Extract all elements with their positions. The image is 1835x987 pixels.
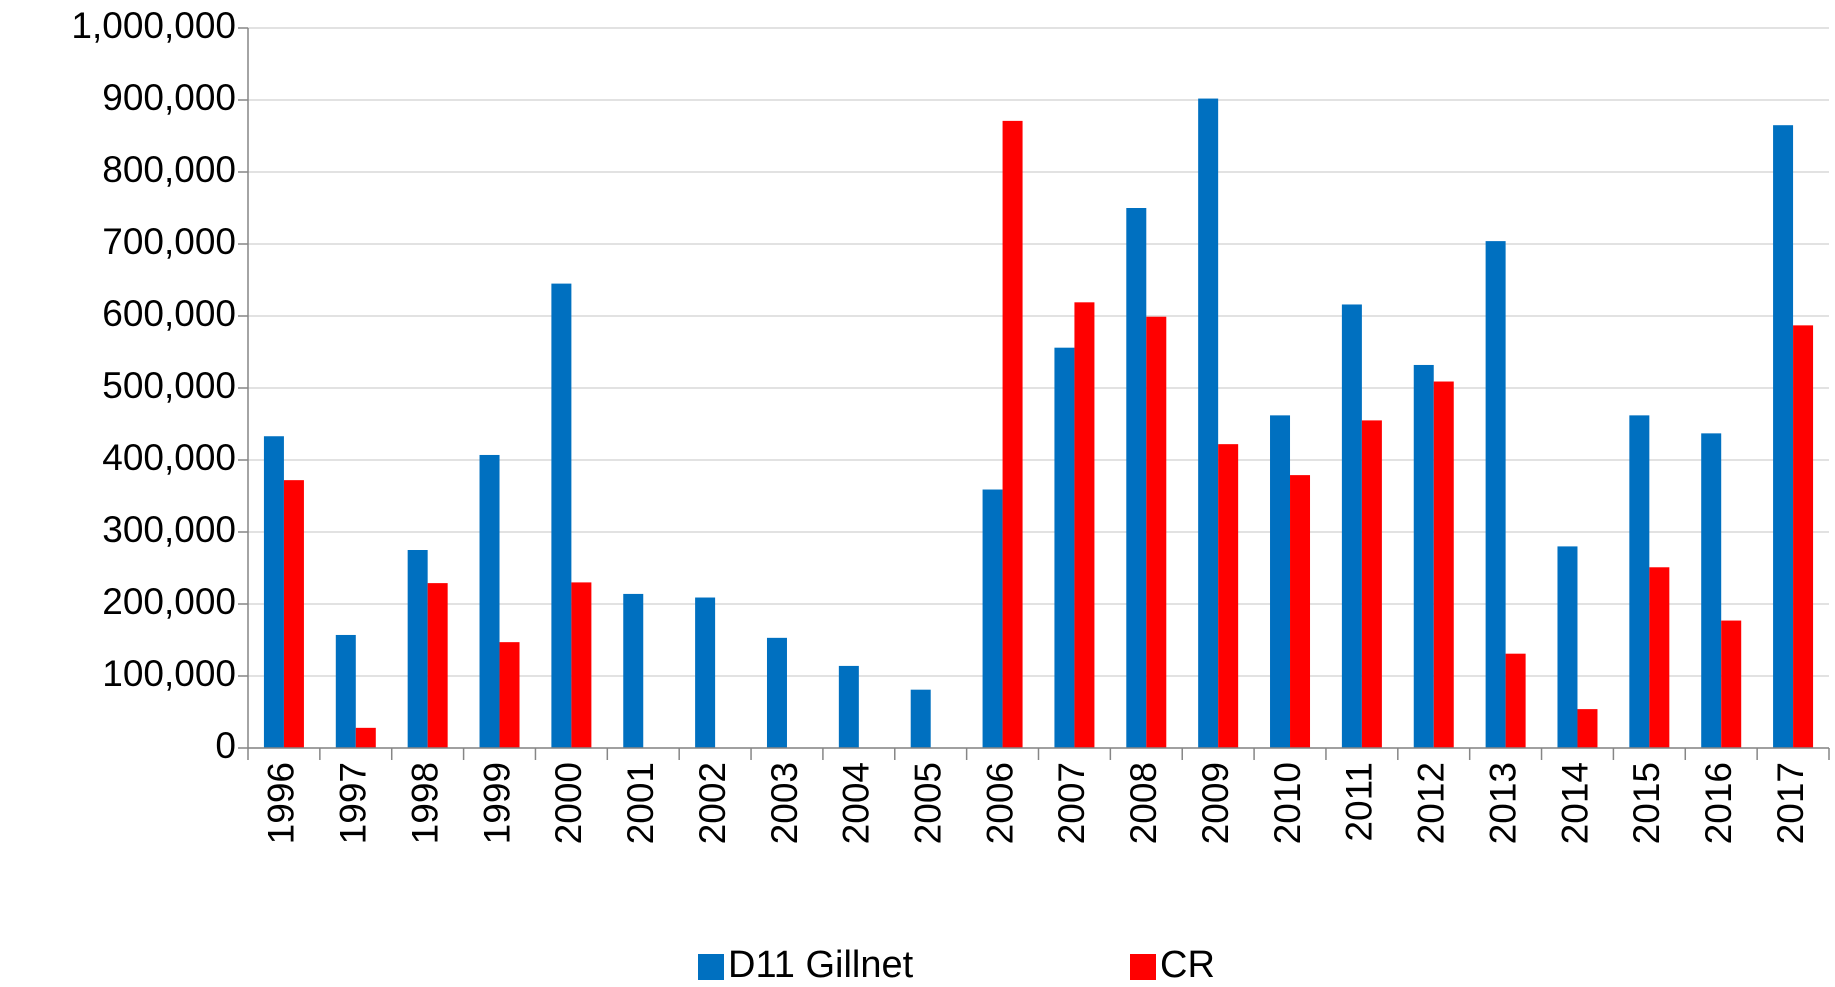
bar bbox=[1629, 415, 1650, 748]
x-tick-label: 2007 bbox=[1051, 762, 1092, 844]
bar bbox=[1146, 316, 1167, 748]
bar bbox=[838, 665, 859, 748]
bar bbox=[1002, 120, 1023, 748]
x-tick-label: 2016 bbox=[1698, 762, 1739, 844]
bar bbox=[1126, 208, 1147, 748]
x-tick-label: 2005 bbox=[907, 762, 948, 844]
bar bbox=[1577, 709, 1598, 748]
bar bbox=[1290, 475, 1311, 748]
x-tick-label: 1999 bbox=[476, 762, 517, 844]
bar bbox=[407, 550, 428, 748]
bar bbox=[1270, 415, 1291, 748]
bar bbox=[1557, 546, 1578, 748]
y-tick-label: 1,000,000 bbox=[71, 5, 236, 46]
bar bbox=[499, 642, 520, 748]
x-tick-label: 2017 bbox=[1770, 762, 1811, 844]
x-tick-label: 2011 bbox=[1339, 762, 1380, 842]
bar bbox=[1485, 241, 1506, 748]
x-tick-label: 1997 bbox=[333, 762, 374, 844]
y-tick-label: 0 bbox=[215, 725, 236, 766]
y-tick-label: 200,000 bbox=[102, 581, 236, 622]
bar bbox=[263, 436, 284, 748]
bar bbox=[695, 597, 716, 748]
bar bbox=[551, 283, 572, 748]
bar bbox=[982, 489, 1003, 748]
bar bbox=[1721, 620, 1742, 748]
bar bbox=[910, 689, 931, 748]
y-tick-label: 800,000 bbox=[102, 149, 236, 190]
bar bbox=[355, 727, 376, 748]
bar bbox=[1649, 567, 1670, 748]
x-tick-label: 2015 bbox=[1626, 762, 1667, 844]
x-tick-label: 2001 bbox=[620, 762, 661, 844]
legend-label: CR bbox=[1160, 944, 1215, 986]
x-tick-label: 2009 bbox=[1195, 762, 1236, 844]
bar bbox=[335, 634, 356, 748]
bar bbox=[1413, 364, 1434, 748]
bar bbox=[1773, 125, 1794, 748]
y-tick-label: 500,000 bbox=[102, 365, 236, 406]
y-tick-label: 400,000 bbox=[102, 437, 236, 478]
x-tick-label: 1998 bbox=[404, 762, 445, 844]
x-tick-label: 1996 bbox=[261, 762, 302, 844]
bar bbox=[766, 637, 787, 748]
x-tick-label: 2000 bbox=[548, 762, 589, 844]
bar bbox=[571, 582, 592, 748]
bar bbox=[1054, 347, 1075, 748]
bar bbox=[1793, 325, 1814, 748]
bar bbox=[1341, 304, 1362, 748]
x-tick-label: 2004 bbox=[836, 762, 877, 844]
bar bbox=[1701, 433, 1722, 748]
x-tick-label: 2010 bbox=[1267, 762, 1308, 844]
bar bbox=[1198, 98, 1219, 748]
y-tick-label: 300,000 bbox=[102, 509, 236, 550]
y-tick-label: 900,000 bbox=[102, 77, 236, 118]
bar bbox=[1505, 653, 1526, 748]
legend-swatch bbox=[1130, 954, 1156, 980]
y-tick-label: 600,000 bbox=[102, 293, 236, 334]
bar bbox=[283, 480, 304, 748]
x-tick-label: 2003 bbox=[764, 762, 805, 844]
bar bbox=[1433, 381, 1454, 748]
legend-label: D11 Gillnet bbox=[728, 944, 914, 986]
x-tick-label: 2014 bbox=[1554, 762, 1595, 844]
legend-swatch bbox=[698, 954, 724, 980]
bar bbox=[1074, 302, 1095, 748]
x-tick-label: 2002 bbox=[692, 762, 733, 844]
bar bbox=[1218, 444, 1239, 748]
bar bbox=[1361, 420, 1382, 748]
x-tick-label: 2013 bbox=[1482, 762, 1523, 844]
y-tick-label: 700,000 bbox=[102, 221, 236, 262]
y-tick-label: 100,000 bbox=[102, 653, 236, 694]
bar bbox=[479, 454, 500, 748]
bar bbox=[623, 593, 644, 748]
x-tick-label: 2006 bbox=[979, 762, 1020, 844]
x-tick-label: 2012 bbox=[1411, 762, 1452, 844]
bar bbox=[427, 583, 448, 748]
x-tick-label: 2008 bbox=[1123, 762, 1164, 844]
